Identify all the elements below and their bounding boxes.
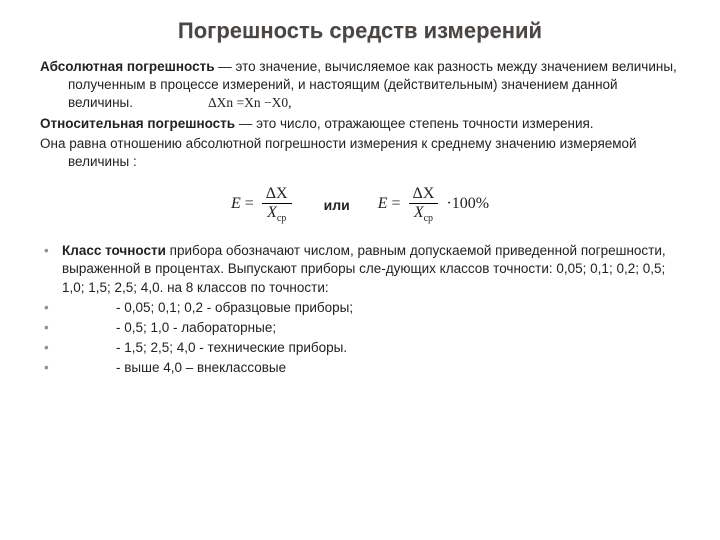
bullet-icon: • (40, 339, 62, 357)
para-ratio: Она равна отношению абсолютной погрешнос… (40, 135, 680, 171)
bullet-icon: • (40, 359, 62, 377)
frac2-den-sub: ср (424, 213, 433, 224)
or-label: или (324, 197, 350, 213)
frac2-num-text: ΔX (413, 185, 435, 202)
slide: Погрешность средств измерений Абсолютная… (0, 0, 720, 400)
frac1-den-x: X (267, 204, 277, 221)
page-title: Погрешность средств измерений (40, 18, 680, 44)
bullet-icon: • (40, 242, 62, 297)
term-relative: Относительная погрешность (40, 116, 235, 131)
frac2-den-x: X (414, 204, 424, 221)
frac2-den: Xср (410, 204, 437, 224)
list-item: • - 0,5; 1,0 - лабораторные; (40, 319, 680, 337)
bullet-icon: • (40, 299, 62, 317)
sym-E: E (231, 195, 241, 212)
formula-delta: ΔХn =Хn −Х0, (208, 95, 292, 110)
formula-left: E = ΔX Xср (231, 185, 296, 224)
para-absolute: Абсолютная погрешность — это значение, в… (40, 58, 680, 113)
sub-item-2: - 0,5; 1,0 - лабораторные; (62, 319, 680, 337)
term-class: Класс точности (62, 243, 166, 258)
sub-item-4: - выше 4,0 – внеклассовые (62, 359, 680, 377)
frac1-den-sub: ср (277, 213, 286, 224)
formula-right: E = ΔX Xср ·100% (378, 185, 489, 224)
sub-item-3: - 1,5; 2,5; 4,0 - технические приборы. (62, 339, 680, 357)
sym-eq1: = (245, 195, 254, 212)
list-item: • - 0,05; 0,1; 0,2 - образцовые приборы; (40, 299, 680, 317)
frac1-num-text: ΔX (266, 185, 288, 202)
sym-eq2: = (392, 195, 401, 212)
para-relative: Относительная погрешность — это число, о… (40, 115, 680, 133)
fraction-1: ΔX Xср (262, 185, 292, 224)
bullet-text-1: Класс точности прибора обозначают числом… (62, 242, 680, 297)
def-relative: — это число, отражающее степень точности… (235, 116, 593, 131)
list-item: • - выше 4,0 – внеклассовые (40, 359, 680, 377)
frac2-num: ΔX (409, 185, 439, 204)
frac1-num: ΔX (262, 185, 292, 204)
term-absolute: Абсолютная погрешность (40, 59, 215, 74)
formula-block: E = ΔX Xср или E = ΔX Xср ·100% (40, 185, 680, 224)
frac1-den: Xср (263, 204, 290, 224)
sym-E2: E (378, 195, 388, 212)
list-item: • - 1,5; 2,5; 4,0 - технические приборы. (40, 339, 680, 357)
bullet-icon: • (40, 319, 62, 337)
formula-tail: ·100% (446, 195, 489, 212)
fraction-2: ΔX Xср (409, 185, 439, 224)
sub-item-1: - 0,05; 0,1; 0,2 - образцовые приборы; (62, 299, 680, 317)
list-item: • Класс точности прибора обозначают числ… (40, 242, 680, 297)
bullet-list: • Класс точности прибора обозначают числ… (40, 242, 680, 378)
